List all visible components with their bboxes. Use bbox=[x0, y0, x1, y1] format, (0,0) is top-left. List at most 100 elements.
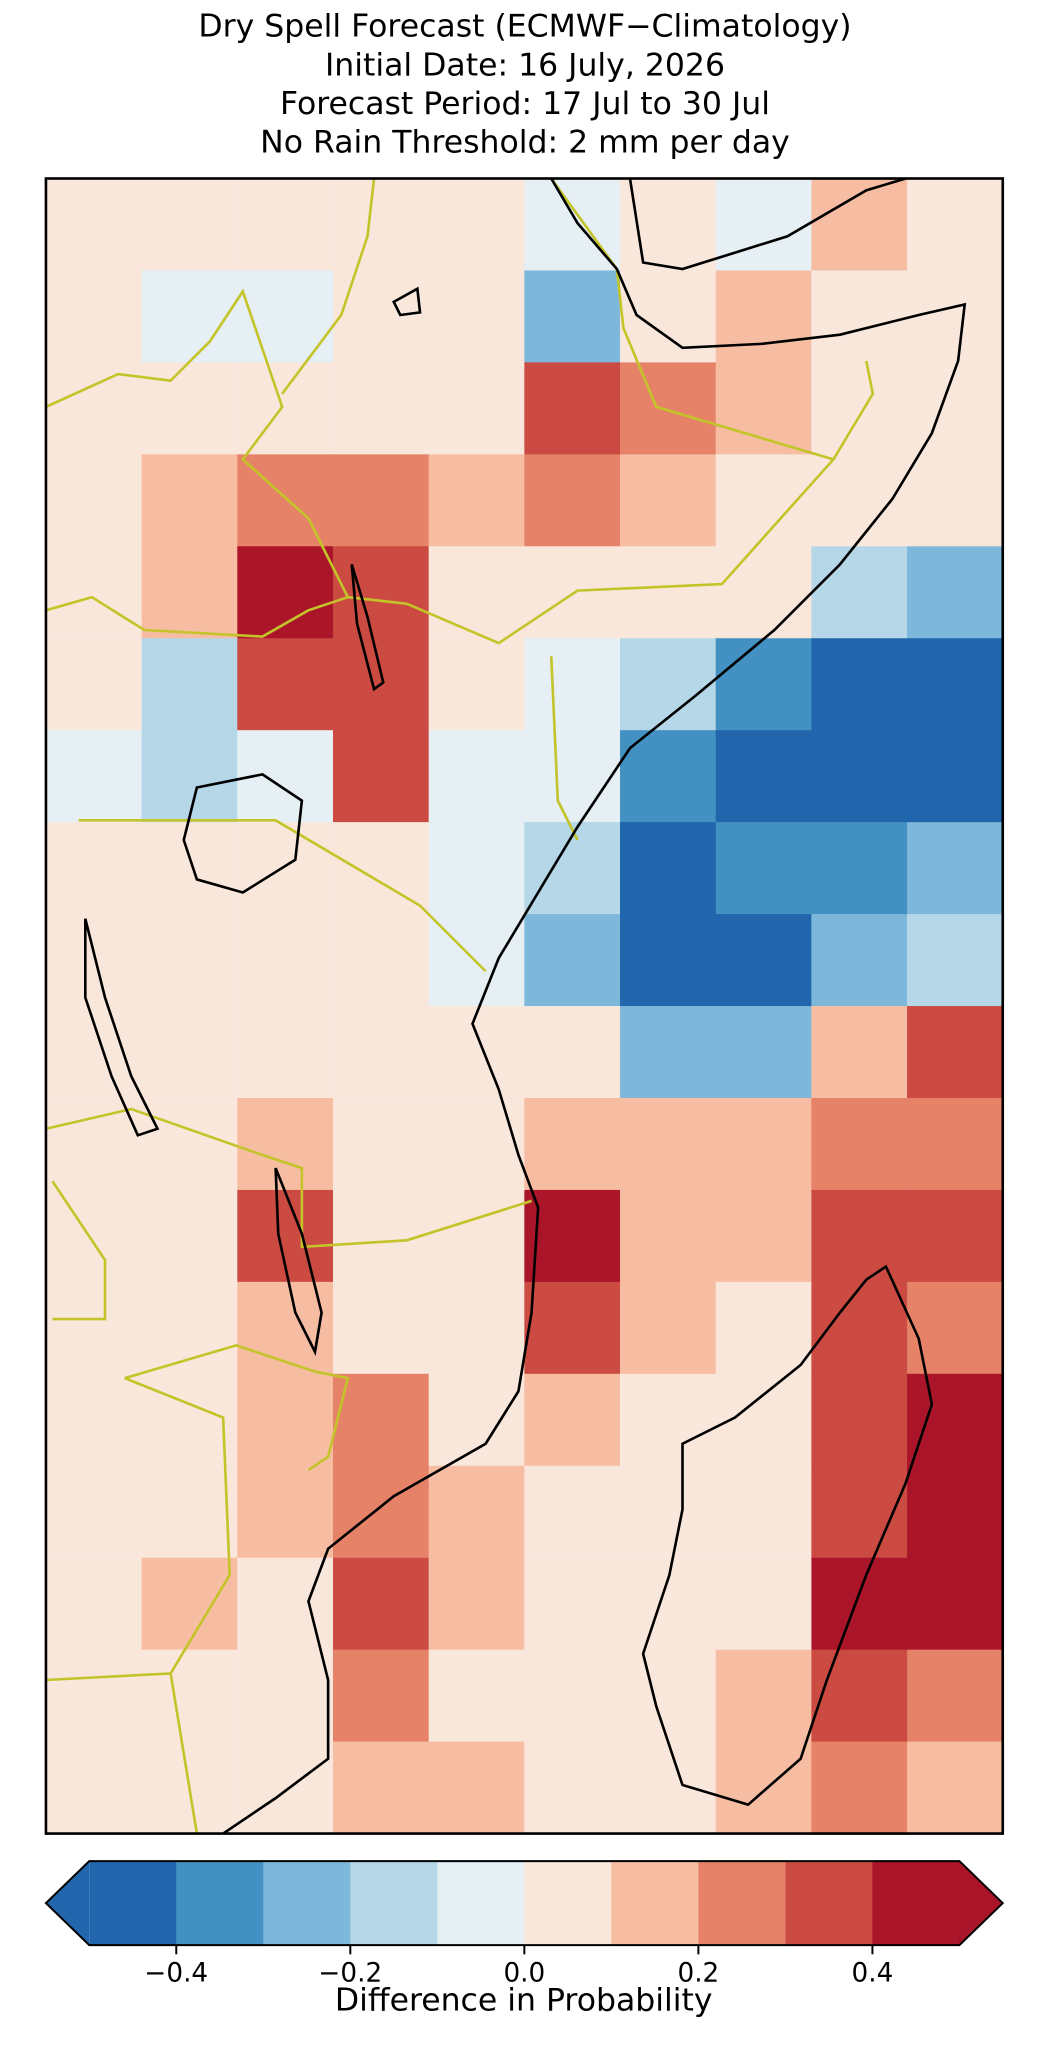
grid-cell bbox=[428, 1189, 525, 1283]
grid-cell bbox=[620, 822, 717, 915]
grid-cell bbox=[45, 1741, 143, 1835]
grid-cell bbox=[141, 1557, 238, 1651]
grid-cell bbox=[332, 454, 430, 547]
grid-cell bbox=[907, 914, 1004, 1007]
grid-cell bbox=[45, 1649, 143, 1743]
coastlines bbox=[84, 178, 967, 1834]
grid-cell bbox=[428, 1557, 525, 1651]
grid-cell bbox=[428, 1649, 525, 1743]
grid-cell bbox=[620, 1465, 717, 1559]
grid-cell bbox=[332, 822, 430, 915]
grid-cell bbox=[237, 362, 334, 456]
grid-cell bbox=[715, 1189, 813, 1283]
grid-cell bbox=[715, 1649, 813, 1743]
title-line: Forecast Period: 17 Jul to 30 Jul bbox=[280, 86, 770, 122]
grid-cell bbox=[620, 638, 717, 731]
grid-cell bbox=[141, 546, 238, 639]
grid-cell bbox=[141, 270, 238, 364]
grid-cell bbox=[715, 1006, 813, 1099]
grid-cell bbox=[524, 1557, 621, 1651]
grid-cell bbox=[907, 1373, 1004, 1467]
coastline bbox=[628, 178, 907, 271]
grid-cell bbox=[715, 730, 813, 823]
grid-cell bbox=[141, 822, 238, 915]
grid-cell bbox=[237, 546, 334, 639]
grid-cell bbox=[620, 1006, 717, 1099]
grid-cell bbox=[715, 270, 813, 364]
grid-cell bbox=[907, 1006, 1004, 1099]
colorbar-bin bbox=[263, 1861, 351, 1946]
grid-cell bbox=[45, 1373, 143, 1467]
grid-cell bbox=[141, 730, 238, 823]
grid-cell bbox=[428, 1006, 525, 1099]
grid-cell bbox=[45, 638, 143, 731]
colorbar-bin bbox=[872, 1861, 961, 1946]
grid-cell bbox=[45, 730, 143, 823]
grid-cell bbox=[907, 730, 1004, 823]
grid-cell bbox=[715, 822, 813, 915]
grid-cell bbox=[811, 1189, 908, 1283]
madagascar bbox=[641, 1264, 934, 1807]
grid-cell bbox=[620, 1189, 717, 1283]
grid-cell bbox=[332, 1649, 430, 1743]
grid-cell bbox=[907, 362, 1004, 456]
grid-cell bbox=[715, 638, 813, 731]
grid-cell bbox=[620, 1649, 717, 1743]
grid-cell bbox=[524, 1281, 621, 1375]
grid-cell bbox=[524, 454, 621, 547]
grid-cell bbox=[811, 1741, 908, 1835]
grid-cell bbox=[332, 1281, 430, 1375]
grid-cell bbox=[332, 1465, 430, 1559]
colorbar-bin bbox=[698, 1861, 787, 1946]
grid-cell bbox=[428, 270, 525, 364]
grid-cell bbox=[907, 638, 1004, 731]
grid-cell bbox=[811, 178, 908, 272]
border bbox=[549, 656, 579, 841]
border bbox=[78, 819, 487, 973]
grid-cell bbox=[524, 362, 621, 456]
grid-cell bbox=[907, 822, 1004, 915]
grid-cell bbox=[141, 362, 238, 456]
grid-cell bbox=[332, 270, 430, 364]
grid-cell bbox=[141, 638, 238, 731]
grid-cell bbox=[715, 1281, 813, 1375]
grid-cell bbox=[45, 1465, 143, 1559]
lake bbox=[350, 563, 385, 692]
grid-cell bbox=[524, 730, 621, 823]
colorbar-bin bbox=[89, 1861, 177, 1946]
grid-cell bbox=[524, 1097, 621, 1191]
grid-cell bbox=[811, 638, 908, 731]
grid-cell bbox=[715, 178, 813, 272]
colorbar-bin bbox=[524, 1861, 613, 1946]
grid-cell bbox=[811, 730, 908, 823]
grid-cell bbox=[45, 822, 143, 915]
colorbar-tick-label: −0.2 bbox=[318, 1959, 382, 1989]
grid-cell bbox=[45, 914, 143, 1007]
grid-cell bbox=[332, 1557, 430, 1651]
grid-cell bbox=[620, 178, 717, 272]
grid-cell bbox=[620, 1281, 717, 1375]
grid-cell bbox=[620, 1741, 717, 1835]
grid-cell bbox=[907, 1741, 1004, 1835]
grid-cell bbox=[428, 178, 525, 272]
grid-cell bbox=[811, 362, 908, 456]
grid-cell bbox=[428, 454, 525, 547]
grid-cell bbox=[620, 270, 717, 364]
grid-cell bbox=[811, 914, 908, 1007]
grid-cell bbox=[907, 270, 1004, 364]
grid-cell bbox=[45, 270, 143, 364]
grid-cell bbox=[428, 638, 525, 731]
grid-cell bbox=[907, 1557, 1004, 1651]
grid-cell bbox=[715, 1465, 813, 1559]
grid-cell bbox=[907, 1465, 1004, 1559]
grid-cell bbox=[811, 1006, 908, 1099]
grid-cell bbox=[811, 822, 908, 915]
grid-cell bbox=[332, 1373, 430, 1467]
lake bbox=[392, 286, 422, 317]
grid-cell bbox=[907, 546, 1004, 639]
grid-cell bbox=[141, 178, 238, 272]
grid-cell bbox=[907, 454, 1004, 547]
colorbar-outline bbox=[44, 1860, 1005, 1947]
lake bbox=[274, 1167, 323, 1357]
grid-cell bbox=[811, 1557, 908, 1651]
